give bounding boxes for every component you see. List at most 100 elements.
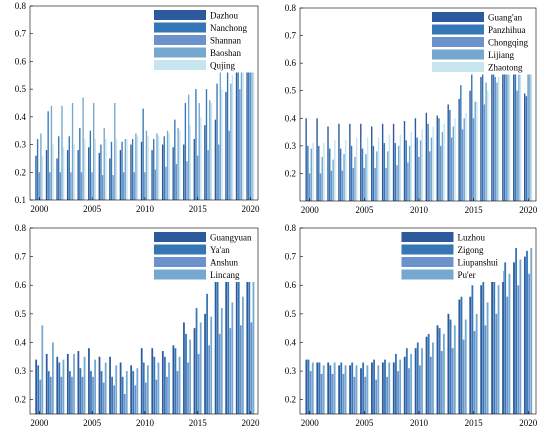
chart-panel-3: 0.20.30.40.50.60.70.82000 2005 2010 2015 202… xyxy=(15,223,260,428)
y-tick-label: 0.4 xyxy=(15,337,27,347)
bar-lincang-2018 xyxy=(231,302,233,414)
x-tick-label: 2010 xyxy=(136,204,155,214)
bar-nanchong-2005 xyxy=(90,131,91,200)
bar-anshun-2000 xyxy=(39,380,41,414)
bar-lincang-2015 xyxy=(200,322,202,414)
bar-liupanshui-2005 xyxy=(364,377,366,414)
y-tick-label: 0.8 xyxy=(15,1,27,11)
x-tick-label: 2015 xyxy=(465,418,484,428)
bar-puer-2002 xyxy=(334,362,336,414)
bar-panzhihua-2010 xyxy=(416,138,417,201)
y-tick-label: 0.7 xyxy=(285,31,297,41)
y-tick-label: 0.6 xyxy=(285,280,297,290)
bar-yaan-2003 xyxy=(69,371,71,414)
bar-luzhou-2005 xyxy=(360,368,362,414)
legend-swatch xyxy=(432,37,484,47)
bar-yaan-2014 xyxy=(185,334,187,414)
bar-qujing-2003 xyxy=(74,145,75,200)
bar-qujing-2012 xyxy=(169,133,170,200)
bar-guangyuan-2009 xyxy=(130,365,132,414)
bar-zhaotong-2003 xyxy=(345,140,346,201)
bar-liupanshui-2009 xyxy=(408,368,410,414)
bar-nanchong-2004 xyxy=(79,128,80,200)
bar-nanchong-2009 xyxy=(132,139,133,200)
bar-puer-2001 xyxy=(323,365,325,414)
bar-guangan-2006 xyxy=(371,127,372,201)
bar-baoshan-2005 xyxy=(93,103,94,200)
bar-shannan-2005 xyxy=(91,172,92,200)
legend-label: Liupanshui xyxy=(457,258,498,268)
legend-swatch xyxy=(432,50,484,60)
y-tick-label: 0.2 xyxy=(15,395,26,405)
bar-yaan-2017 xyxy=(217,271,219,414)
bar-qujing-2016 xyxy=(211,103,212,200)
bar-baoshan-2007 xyxy=(114,103,115,200)
bar-puer-2017 xyxy=(498,285,500,414)
bar-zigong-2000 xyxy=(308,360,310,414)
bar-puer-2003 xyxy=(345,365,347,414)
bar-qujing-2008 xyxy=(126,139,127,200)
bar-zhaotong-2014 xyxy=(465,113,466,201)
y-tick-label: 0.7 xyxy=(15,29,27,39)
bar-chongqing-2018 xyxy=(506,63,507,201)
bar-guangyuan-2006 xyxy=(99,357,101,414)
x-tick-label: 2005 xyxy=(355,418,374,428)
bar-luzhou-2015 xyxy=(469,297,471,414)
bar-zhaotong-2009 xyxy=(411,132,412,201)
x-tick-label: 2010 xyxy=(136,418,155,428)
bar-zigong-2009 xyxy=(406,348,408,414)
bar-yaan-2006 xyxy=(101,371,103,414)
bar-baoshan-2011 xyxy=(156,133,157,200)
bar-guangan-2002 xyxy=(327,127,328,201)
bar-zigong-2020 xyxy=(526,251,528,414)
bar-dazhou-2010 xyxy=(141,142,142,200)
y-tick-label: 0.1 xyxy=(15,195,26,205)
bar-lincang-2017 xyxy=(221,308,223,414)
bar-baoshan-2001 xyxy=(51,106,52,200)
bar-lijiang-2002 xyxy=(332,160,333,201)
bar-guangyuan-2004 xyxy=(78,351,80,414)
bar-baoshan-2009 xyxy=(135,133,136,200)
bar-lijiang-2005 xyxy=(365,154,366,201)
bar-guangyuan-2019 xyxy=(236,259,238,414)
bar-nanchong-2010 xyxy=(142,109,143,200)
bar-zhaotong-2008 xyxy=(400,135,401,201)
bar-zigong-2014 xyxy=(461,297,463,414)
bar-yaan-2016 xyxy=(206,294,208,414)
bar-panzhihua-2020 xyxy=(526,96,527,201)
bar-dazhou-2011 xyxy=(151,150,152,200)
y-tick-label: 0.8 xyxy=(15,223,27,233)
bar-qujing-2018 xyxy=(232,75,233,200)
bar-guangan-2010 xyxy=(415,118,416,201)
y-tick-label: 0.6 xyxy=(285,58,297,68)
legend-label: Dazhou xyxy=(210,11,238,21)
bar-dazhou-2009 xyxy=(130,145,131,200)
bar-guangan-2018 xyxy=(502,63,503,201)
bar-nanchong-2015 xyxy=(195,89,196,200)
bar-luzhou-2010 xyxy=(415,348,417,414)
bar-dazhou-2017 xyxy=(215,120,216,200)
legend-label: Nanchong xyxy=(210,23,247,33)
bar-lijiang-2006 xyxy=(376,151,377,201)
bar-yaan-2004 xyxy=(80,368,82,414)
bar-puer-2009 xyxy=(410,354,412,414)
bar-anshun-2013 xyxy=(177,371,179,414)
bar-guangyuan-2002 xyxy=(56,357,58,414)
bar-chongqing-2004 xyxy=(353,168,354,201)
bar-qujing-2006 xyxy=(105,139,106,200)
bar-dazhou-2005 xyxy=(88,147,89,200)
bar-zhaotong-2011 xyxy=(432,127,433,201)
bar-zhaotong-2010 xyxy=(422,129,423,201)
bar-shannan-2009 xyxy=(134,172,135,200)
bar-guangyuan-2011 xyxy=(151,348,153,414)
bar-anshun-2006 xyxy=(103,383,105,414)
bar-guangan-2003 xyxy=(338,124,339,201)
bar-baoshan-2004 xyxy=(82,97,83,200)
bar-zigong-2002 xyxy=(329,365,331,414)
bar-panzhihua-2009 xyxy=(406,140,407,201)
bar-yaan-2013 xyxy=(175,348,177,414)
bar-yaan-2002 xyxy=(58,362,60,414)
x-tick-label: 2000 xyxy=(30,418,49,428)
bar-lincang-2016 xyxy=(210,317,212,414)
